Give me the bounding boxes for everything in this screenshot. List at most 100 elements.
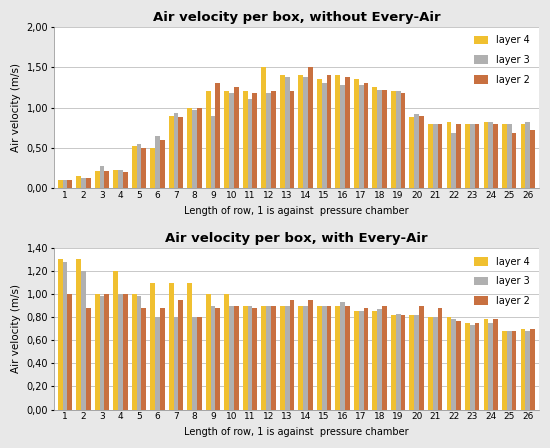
Bar [447, 317, 452, 409]
Bar [364, 83, 368, 188]
Bar [248, 306, 252, 409]
Bar [136, 297, 141, 409]
Bar [377, 90, 382, 188]
Bar [470, 124, 475, 188]
Y-axis label: Air velocity (m/s): Air velocity (m/s) [11, 284, 21, 373]
Bar [248, 99, 252, 188]
Bar [234, 306, 239, 409]
Bar [400, 93, 405, 188]
Bar [525, 331, 530, 409]
Bar [104, 171, 109, 188]
Bar [419, 116, 424, 188]
Bar [322, 83, 327, 188]
Bar [470, 325, 475, 409]
Bar [317, 306, 322, 409]
Title: Air velocity per box, with Every-Air: Air velocity per box, with Every-Air [165, 233, 428, 246]
Bar [336, 75, 340, 188]
Bar [271, 91, 276, 188]
Bar [410, 315, 414, 409]
Bar [169, 283, 174, 409]
Bar [224, 91, 229, 188]
Bar [512, 134, 516, 188]
Bar [396, 314, 400, 409]
Bar [123, 294, 128, 409]
Bar [178, 300, 183, 409]
Bar [136, 144, 141, 188]
X-axis label: Length of row, 1 is against  pressure chamber: Length of row, 1 is against pressure cha… [184, 206, 409, 215]
Bar [252, 308, 257, 409]
Bar [206, 91, 211, 188]
Bar [67, 294, 72, 409]
Bar [266, 93, 271, 188]
Bar [419, 306, 424, 409]
Bar [493, 319, 498, 409]
Bar [428, 124, 433, 188]
Bar [224, 294, 229, 409]
Bar [345, 77, 350, 188]
Bar [211, 306, 216, 409]
Bar [433, 317, 438, 409]
Bar [299, 306, 303, 409]
Bar [410, 117, 414, 188]
Bar [86, 308, 91, 409]
Bar [456, 124, 461, 188]
Bar [502, 124, 507, 188]
Bar [118, 294, 123, 409]
Bar [95, 171, 100, 188]
Bar [525, 122, 530, 188]
Bar [160, 308, 165, 409]
Bar [174, 317, 178, 409]
Bar [308, 300, 313, 409]
Bar [285, 306, 289, 409]
Bar [113, 170, 118, 188]
Bar [243, 91, 248, 188]
Legend: layer 4, layer 3, layer 2: layer 4, layer 3, layer 2 [470, 31, 534, 89]
Bar [67, 180, 72, 188]
Bar [438, 308, 442, 409]
Bar [150, 283, 155, 409]
Bar [428, 317, 433, 409]
Bar [447, 122, 452, 188]
Bar [58, 259, 63, 409]
Bar [280, 75, 285, 188]
Bar [299, 75, 303, 188]
Bar [150, 148, 155, 188]
Bar [303, 306, 308, 409]
Bar [58, 180, 63, 188]
Bar [234, 87, 239, 188]
Bar [475, 124, 480, 188]
Bar [483, 122, 488, 188]
Bar [178, 117, 183, 188]
Bar [336, 306, 340, 409]
Bar [76, 259, 81, 409]
Bar [530, 130, 535, 188]
Bar [507, 124, 512, 188]
Bar [197, 317, 202, 409]
Bar [123, 172, 128, 188]
Bar [211, 116, 216, 188]
Bar [188, 283, 192, 409]
Bar [465, 124, 470, 188]
Bar [327, 306, 331, 409]
Bar [308, 67, 313, 188]
Bar [261, 306, 266, 409]
Bar [359, 85, 364, 188]
Bar [354, 79, 359, 188]
Bar [452, 133, 456, 188]
Bar [86, 178, 91, 188]
Bar [81, 178, 86, 188]
Bar [488, 122, 493, 188]
Bar [229, 93, 234, 188]
Bar [382, 90, 387, 188]
Bar [377, 309, 382, 409]
Bar [452, 319, 456, 409]
Bar [271, 306, 276, 409]
Bar [391, 315, 396, 409]
Bar [76, 176, 81, 188]
Bar [216, 308, 221, 409]
Bar [132, 294, 136, 409]
Bar [192, 317, 197, 409]
Bar [438, 124, 442, 188]
Bar [197, 108, 202, 188]
Bar [414, 114, 419, 188]
